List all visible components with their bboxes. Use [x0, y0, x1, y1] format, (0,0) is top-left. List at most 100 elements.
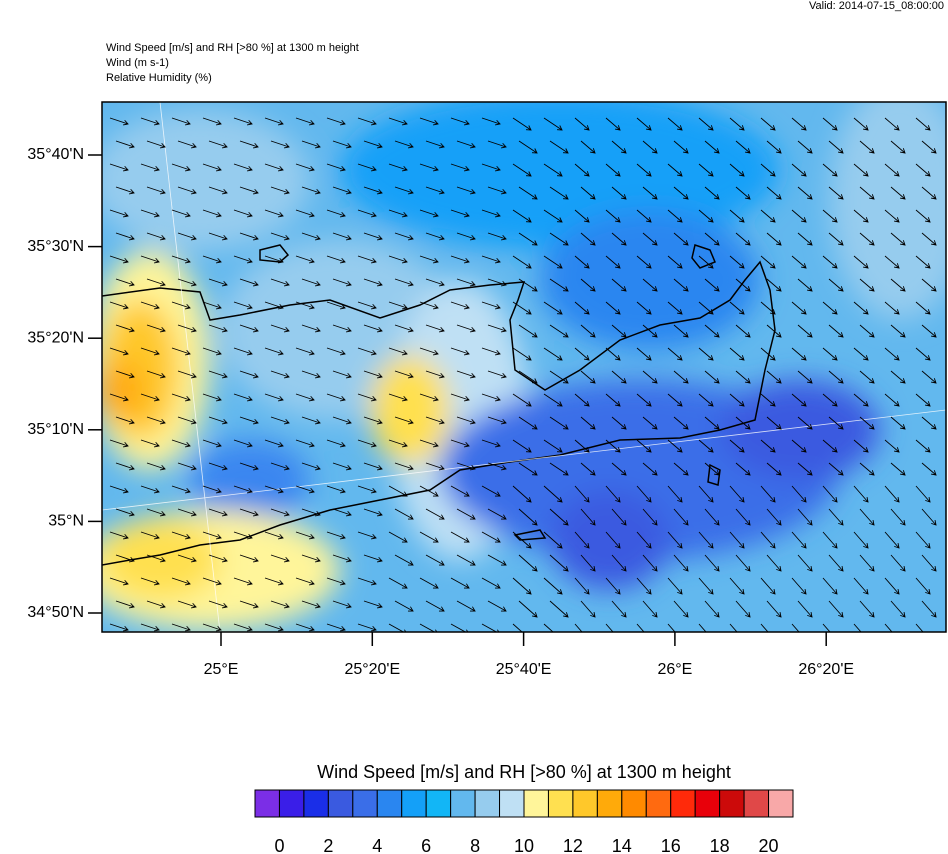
- wind-arrow: [270, 140, 290, 149]
- wind-arrow: [171, 577, 191, 586]
- wind-arrow: [388, 255, 408, 264]
- wind-arrow: [332, 462, 352, 471]
- wind-arrow: [171, 255, 191, 264]
- wind-arrow: [698, 439, 714, 453]
- wind-arrow: [202, 623, 222, 632]
- wind-arrow: [146, 462, 166, 471]
- wind-arrow: [388, 485, 408, 497]
- wind-arrow: [729, 439, 745, 453]
- wind-arrow: [239, 324, 259, 333]
- header-wind: Wind (m s-1): [106, 57, 169, 69]
- wind-arrow: [828, 554, 844, 572]
- wind-arrow: [704, 554, 720, 572]
- wind-arrow: [797, 554, 813, 572]
- wind-arrow: [791, 163, 807, 177]
- wind-arrow: [394, 324, 414, 333]
- wind-arrow: [295, 209, 315, 218]
- wind-arrow: [450, 163, 470, 172]
- wind-arrow: [822, 623, 831, 632]
- wind-arrow: [549, 416, 569, 430]
- wind-arrow: [171, 301, 191, 310]
- wind-arrow: [574, 163, 590, 177]
- wind-arrow: [357, 301, 377, 310]
- wind-arrow: [549, 232, 569, 246]
- wind-arrow: [301, 416, 321, 425]
- wind-arrow: [673, 186, 689, 200]
- wind-arrow: [177, 232, 197, 241]
- wind-arrow: [890, 140, 906, 154]
- wind-arrow: [791, 485, 807, 503]
- wind-arrow: [233, 347, 253, 356]
- wind-arrow: [667, 163, 683, 177]
- wind-arrow: [729, 577, 745, 595]
- wind-arrow: [512, 117, 532, 131]
- wind-arrow: [611, 232, 627, 246]
- wind-arrow: [239, 462, 259, 471]
- wind-arrow: [264, 531, 284, 540]
- wind-arrow: [822, 347, 838, 361]
- wind-arrow: [828, 186, 844, 200]
- wind-arrow: [512, 485, 532, 503]
- wind-arrow: [673, 416, 689, 430]
- wind-arrow: [797, 462, 813, 476]
- wind-arrow: [450, 117, 470, 126]
- wind-arrow: [605, 485, 621, 503]
- wind-arrow: [611, 324, 627, 338]
- wind-arrow: [450, 301, 470, 310]
- wind-arrow: [859, 140, 875, 154]
- wind-arrow: [636, 531, 652, 549]
- wind-arrow: [171, 393, 191, 402]
- wind-arrow: [698, 393, 714, 407]
- wind-arrow: [884, 209, 900, 223]
- wind-arrow: [419, 577, 439, 589]
- wind-arrow: [518, 140, 538, 154]
- wind-arrow: [611, 600, 627, 618]
- wind-arrow: [549, 600, 569, 618]
- map-field: [102, 102, 946, 632]
- wind-arrow: [797, 278, 813, 292]
- wind-arrow: [729, 485, 745, 503]
- wind-arrow: [884, 347, 900, 361]
- wind-arrow: [822, 209, 838, 223]
- wind-arrow: [394, 232, 414, 241]
- wind-arrow: [605, 623, 614, 632]
- wind-arrow: [543, 485, 563, 503]
- wind-arrow: [295, 163, 315, 172]
- wind-arrow: [735, 416, 751, 430]
- wind-arrow: [636, 347, 652, 361]
- wind-arrow: [481, 163, 501, 172]
- wind-arrow: [580, 416, 596, 430]
- wind-arrow: [921, 324, 937, 338]
- wind-arrow: [394, 600, 414, 612]
- wind-arrow: [363, 232, 383, 241]
- wind-arrow: [208, 462, 228, 471]
- wind-arrow: [704, 186, 720, 200]
- wind-arrow: [915, 577, 931, 595]
- wind-arrow: [425, 462, 445, 471]
- colorbar-swatch: [474, 789, 501, 818]
- wind-arrow: [512, 347, 532, 361]
- wind-arrow: [456, 370, 476, 379]
- wind-arrow: [208, 186, 228, 195]
- wind-arrow: [109, 393, 129, 402]
- wind-arrow: [828, 416, 844, 430]
- wind-arrow: [171, 531, 191, 540]
- colorbar-swatch: [401, 789, 427, 818]
- wind-arrow: [233, 531, 253, 540]
- colorbar-label: 18: [710, 836, 730, 854]
- wind-arrow: [574, 439, 590, 453]
- wind-arrow: [481, 255, 501, 264]
- wind-arrow: [921, 232, 937, 246]
- wind-arrow: [822, 393, 838, 407]
- wind-arrow: [791, 623, 800, 632]
- wind-arrow: [549, 462, 569, 476]
- wind-arrow: [605, 531, 621, 549]
- wind-arrow: [202, 393, 222, 402]
- wind-arrow: [512, 577, 532, 595]
- wind-arrow: [264, 577, 284, 586]
- wind-arrow: [859, 278, 875, 292]
- wind-arrow: [326, 255, 346, 264]
- wind-arrow: [487, 232, 507, 241]
- wind-arrow: [140, 485, 160, 494]
- wind-arrow: [233, 117, 253, 126]
